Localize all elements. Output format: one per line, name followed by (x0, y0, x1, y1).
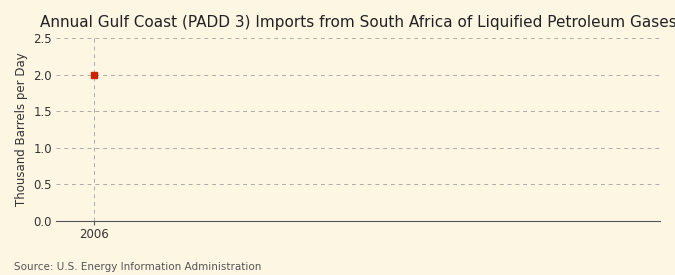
Y-axis label: Thousand Barrels per Day: Thousand Barrels per Day (15, 53, 28, 206)
Title: Annual Gulf Coast (PADD 3) Imports from South Africa of Liquified Petroleum Gase: Annual Gulf Coast (PADD 3) Imports from … (40, 15, 675, 30)
Text: Source: U.S. Energy Information Administration: Source: U.S. Energy Information Administ… (14, 262, 261, 272)
